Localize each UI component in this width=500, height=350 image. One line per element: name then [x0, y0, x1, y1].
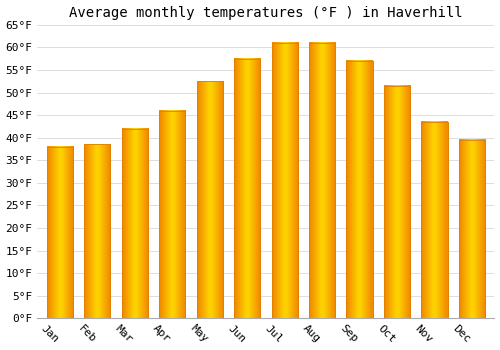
Bar — [459, 140, 485, 318]
Bar — [122, 129, 148, 318]
Title: Average monthly temperatures (°F ) in Haverhill: Average monthly temperatures (°F ) in Ha… — [69, 6, 462, 20]
Bar — [47, 147, 73, 318]
Bar — [84, 145, 110, 318]
Bar — [384, 86, 410, 318]
Bar — [159, 111, 186, 318]
Bar — [272, 43, 298, 318]
Bar — [234, 59, 260, 318]
Bar — [422, 122, 448, 318]
Bar — [346, 61, 372, 318]
Bar — [309, 43, 335, 318]
Bar — [196, 81, 223, 318]
